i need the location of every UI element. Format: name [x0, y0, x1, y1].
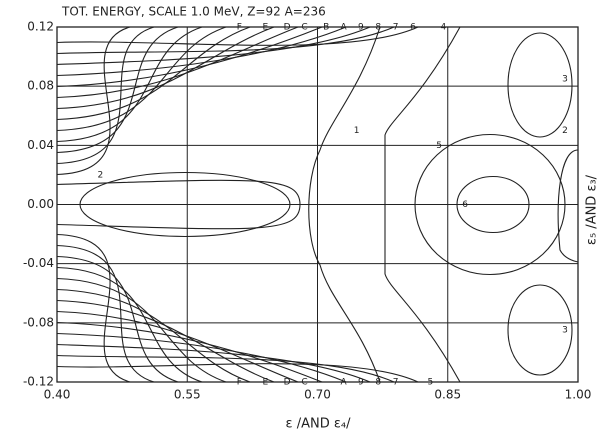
contour-line [56, 26, 299, 99]
contour-line [56, 233, 131, 383]
chart-title: TOT. ENERGY, SCALE 1.0 MeV, Z=92 A=236 [61, 5, 326, 19]
y-tick-label: -0.08 [23, 315, 54, 329]
y-tick-label: 0.00 [27, 197, 54, 211]
contour-line [56, 26, 251, 121]
contour-line [507, 284, 573, 376]
contour-label: 6 [410, 23, 416, 33]
contour-label: F [237, 378, 242, 388]
contour-label: 3 [562, 326, 568, 336]
contour-label: 5 [436, 141, 442, 151]
contour-line [56, 26, 131, 176]
y-tick-label: 0.08 [27, 79, 54, 93]
contour-line [56, 26, 275, 110]
contour-label: 8 [375, 23, 381, 33]
contour-line [56, 363, 419, 383]
contour-line [56, 288, 251, 383]
contour-label: 2 [98, 170, 104, 180]
contour-line [56, 299, 275, 383]
y-tick-label: -0.12 [23, 375, 54, 389]
contour-label: C [301, 378, 307, 388]
contour-line [56, 26, 203, 143]
contour-label: 3 [562, 74, 568, 84]
y-tick-label: -0.04 [23, 256, 54, 270]
contour-label: 7 [393, 23, 399, 33]
contour-label: A [340, 378, 347, 388]
contour-line [56, 266, 203, 383]
contour-line [56, 255, 179, 383]
contour-line [56, 343, 371, 383]
x-axis-label: ε /AND ε₄/ [286, 417, 352, 432]
contour-line [56, 26, 419, 46]
contour-label: 9 [358, 23, 364, 33]
contour-label: F [237, 23, 242, 33]
contour-label: 8 [375, 378, 381, 388]
x-tick-label: 1.00 [565, 388, 592, 402]
contour-line [56, 26, 179, 154]
contour-label: 4 [441, 23, 447, 33]
contour-label: D [284, 378, 291, 388]
contour-line [56, 332, 347, 383]
contour-line [56, 26, 155, 165]
contour-label: D [284, 23, 291, 33]
contour-label: 7 [393, 378, 399, 388]
contour-line [56, 244, 155, 383]
contour-label: B [323, 23, 329, 33]
contour-label: 6 [462, 200, 468, 210]
contour-line [557, 149, 579, 263]
contour-label: C [301, 23, 307, 33]
contour-label: 5 [428, 378, 434, 388]
contour-line [56, 26, 371, 66]
y-tick-label: 0.12 [27, 20, 54, 34]
y-tick-label: 0.04 [27, 138, 54, 152]
contour-line [56, 310, 299, 383]
contour-line [56, 354, 395, 383]
contour-label: 9 [358, 378, 364, 388]
x-tick-label: 0.70 [304, 388, 331, 402]
contour-label: 1 [354, 126, 360, 136]
contour-line [308, 26, 381, 383]
x-tick-label: 0.55 [174, 388, 201, 402]
contour-label: E [263, 23, 269, 33]
y-axis-label: ε₅ /AND ε₃/ [585, 174, 600, 245]
contour-line [56, 26, 347, 77]
contour-line [507, 32, 573, 138]
contour-line [56, 26, 323, 88]
x-tick-label: 0.40 [44, 388, 71, 402]
contour-label: E [263, 378, 269, 388]
contour-label: A [340, 23, 347, 33]
x-tick-label: 0.85 [434, 388, 461, 402]
contour-line [56, 321, 323, 383]
contour-line [56, 26, 395, 55]
contour-label: 2 [562, 126, 568, 136]
